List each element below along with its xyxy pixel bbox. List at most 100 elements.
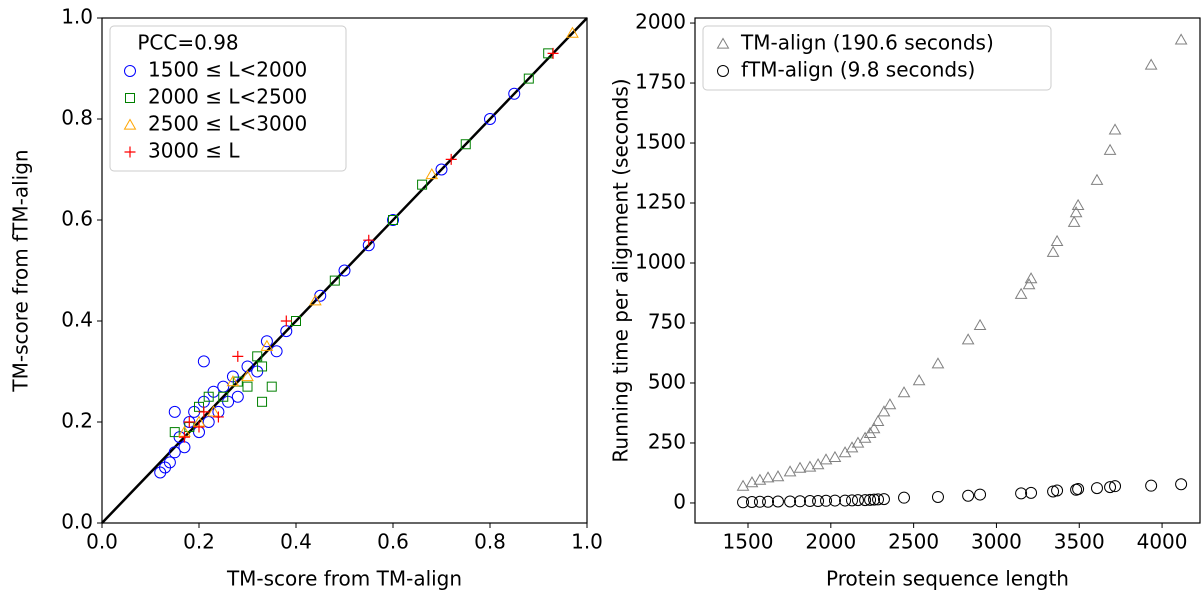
marker [1015, 487, 1028, 500]
marker [435, 163, 448, 176]
marker [771, 495, 784, 508]
y-tick-label: 2000 [635, 10, 686, 34]
y-tick-label: 250 [648, 429, 686, 453]
marker [241, 370, 254, 382]
y-tick-label: 0.6 [61, 207, 93, 231]
x-tick-label: 0.0 [86, 530, 118, 554]
marker [1024, 272, 1038, 284]
legend-box [702, 25, 1052, 91]
marker [931, 357, 945, 369]
x-tick-label: 0.2 [183, 530, 215, 554]
marker [363, 234, 375, 246]
marker [1108, 123, 1122, 135]
marker [803, 495, 816, 508]
marker [1090, 482, 1103, 495]
marker [260, 335, 273, 348]
marker [761, 471, 775, 483]
y-axis-label: Running time per alignment (seconds) [609, 78, 633, 462]
x-tick-label: 2500 [888, 530, 939, 554]
marker [1051, 484, 1064, 497]
marker [212, 411, 224, 423]
marker [566, 26, 579, 38]
x-tick-label: 3500 [1054, 530, 1105, 554]
marker [1069, 206, 1083, 218]
marker [123, 118, 137, 130]
x-tick-label: 1.0 [571, 530, 603, 554]
marker [217, 380, 230, 393]
y-tick-label: 0.4 [61, 308, 93, 332]
marker [197, 355, 210, 368]
marker [168, 405, 181, 418]
marker [828, 494, 841, 507]
y-axis-label: TM-score from fTM-align [9, 149, 33, 392]
marker [897, 386, 911, 398]
marker [523, 73, 534, 84]
marker [762, 495, 775, 508]
marker [784, 495, 797, 508]
marker [252, 351, 263, 362]
x-tick-label: 2000 [805, 530, 856, 554]
marker [803, 460, 817, 472]
marker [280, 315, 292, 327]
legend-label: 2000 ≤ L<2500 [148, 85, 307, 109]
y-tick-label: 0 [673, 489, 686, 513]
y-tick-label: 0.0 [61, 510, 93, 534]
marker [266, 381, 277, 392]
marker [226, 375, 240, 387]
y-tick-label: 1000 [635, 250, 686, 274]
marker [417, 179, 428, 190]
legend-label: 3000 ≤ L [148, 139, 240, 163]
marker [484, 113, 496, 125]
marker [168, 446, 181, 459]
y-tick-label: 0.8 [61, 106, 93, 130]
plot-frame [101, 17, 588, 524]
y-tick-label: 1.0 [61, 5, 93, 29]
legend-label: TM-align (190.6 seconds) [740, 31, 994, 55]
marker [846, 494, 859, 507]
marker [1145, 479, 1158, 492]
marker [753, 473, 767, 485]
marker [868, 493, 881, 506]
x-axis-label: TM-score from TM-align [226, 567, 462, 591]
marker [242, 381, 253, 392]
marker [270, 345, 283, 358]
legend-box [109, 25, 347, 172]
x-tick-label: 0.8 [474, 530, 506, 554]
marker [193, 421, 205, 433]
marker [178, 431, 190, 443]
x-tick-label: 1500 [723, 530, 774, 554]
marker [387, 214, 399, 226]
legend-label: 1500 ≤ L<2000 [148, 58, 307, 82]
marker [1046, 245, 1060, 257]
marker [1109, 480, 1122, 493]
marker [931, 490, 944, 503]
marker [1071, 198, 1085, 211]
marker [257, 361, 268, 372]
marker [218, 391, 229, 402]
marker [1025, 486, 1038, 499]
marker [820, 494, 833, 507]
marker [794, 495, 807, 508]
marker [783, 465, 797, 477]
marker [1022, 278, 1036, 290]
legend-title: PCC=0.98 [137, 31, 238, 55]
marker [260, 339, 274, 351]
marker [547, 47, 559, 59]
marker [872, 493, 885, 506]
marker [203, 391, 214, 402]
marker [771, 470, 785, 482]
marker [736, 479, 750, 491]
marker [425, 168, 439, 180]
marker [338, 264, 351, 277]
y-tick-label: 1250 [635, 190, 686, 214]
marker [1090, 173, 1104, 185]
marker [1175, 478, 1188, 491]
x-axis-label: Protein sequence length [826, 567, 1069, 591]
marker [1072, 483, 1085, 496]
y-tick-label: 0.2 [61, 409, 93, 433]
marker [309, 294, 322, 306]
marker [445, 153, 457, 165]
marker [1050, 234, 1064, 247]
x-tick-label: 0.4 [280, 530, 312, 554]
